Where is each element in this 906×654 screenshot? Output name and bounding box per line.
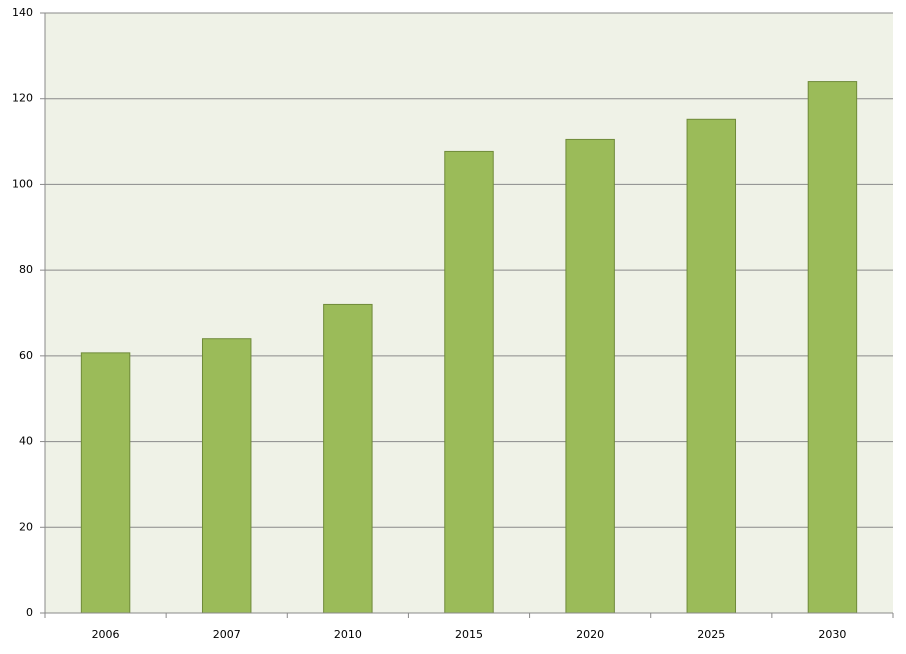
- x-tick-label: 2020: [576, 628, 604, 641]
- bar: [807, 81, 858, 614]
- x-tick-label: 2006: [92, 628, 120, 641]
- bar: [323, 303, 373, 614]
- y-tick-label: 60: [19, 349, 33, 362]
- y-tick-label: 0: [26, 606, 33, 619]
- y-tick-label: 20: [19, 520, 33, 533]
- bar: [444, 150, 494, 614]
- bar: [80, 352, 131, 614]
- y-tick-label: 80: [19, 263, 33, 276]
- y-tick-label: 140: [12, 6, 33, 19]
- x-tick-label: 2025: [697, 628, 725, 641]
- bar: [201, 338, 252, 614]
- y-tick-label: 40: [19, 435, 33, 448]
- x-tick-label: 2010: [334, 628, 362, 641]
- y-tick-label: 100: [12, 177, 33, 190]
- x-tick-label: 2007: [213, 628, 241, 641]
- bar: [565, 138, 615, 614]
- bar: [686, 118, 737, 614]
- y-tick-label: 120: [12, 92, 33, 105]
- x-tick-label: 2030: [818, 628, 846, 641]
- x-tick-label: 2015: [455, 628, 483, 641]
